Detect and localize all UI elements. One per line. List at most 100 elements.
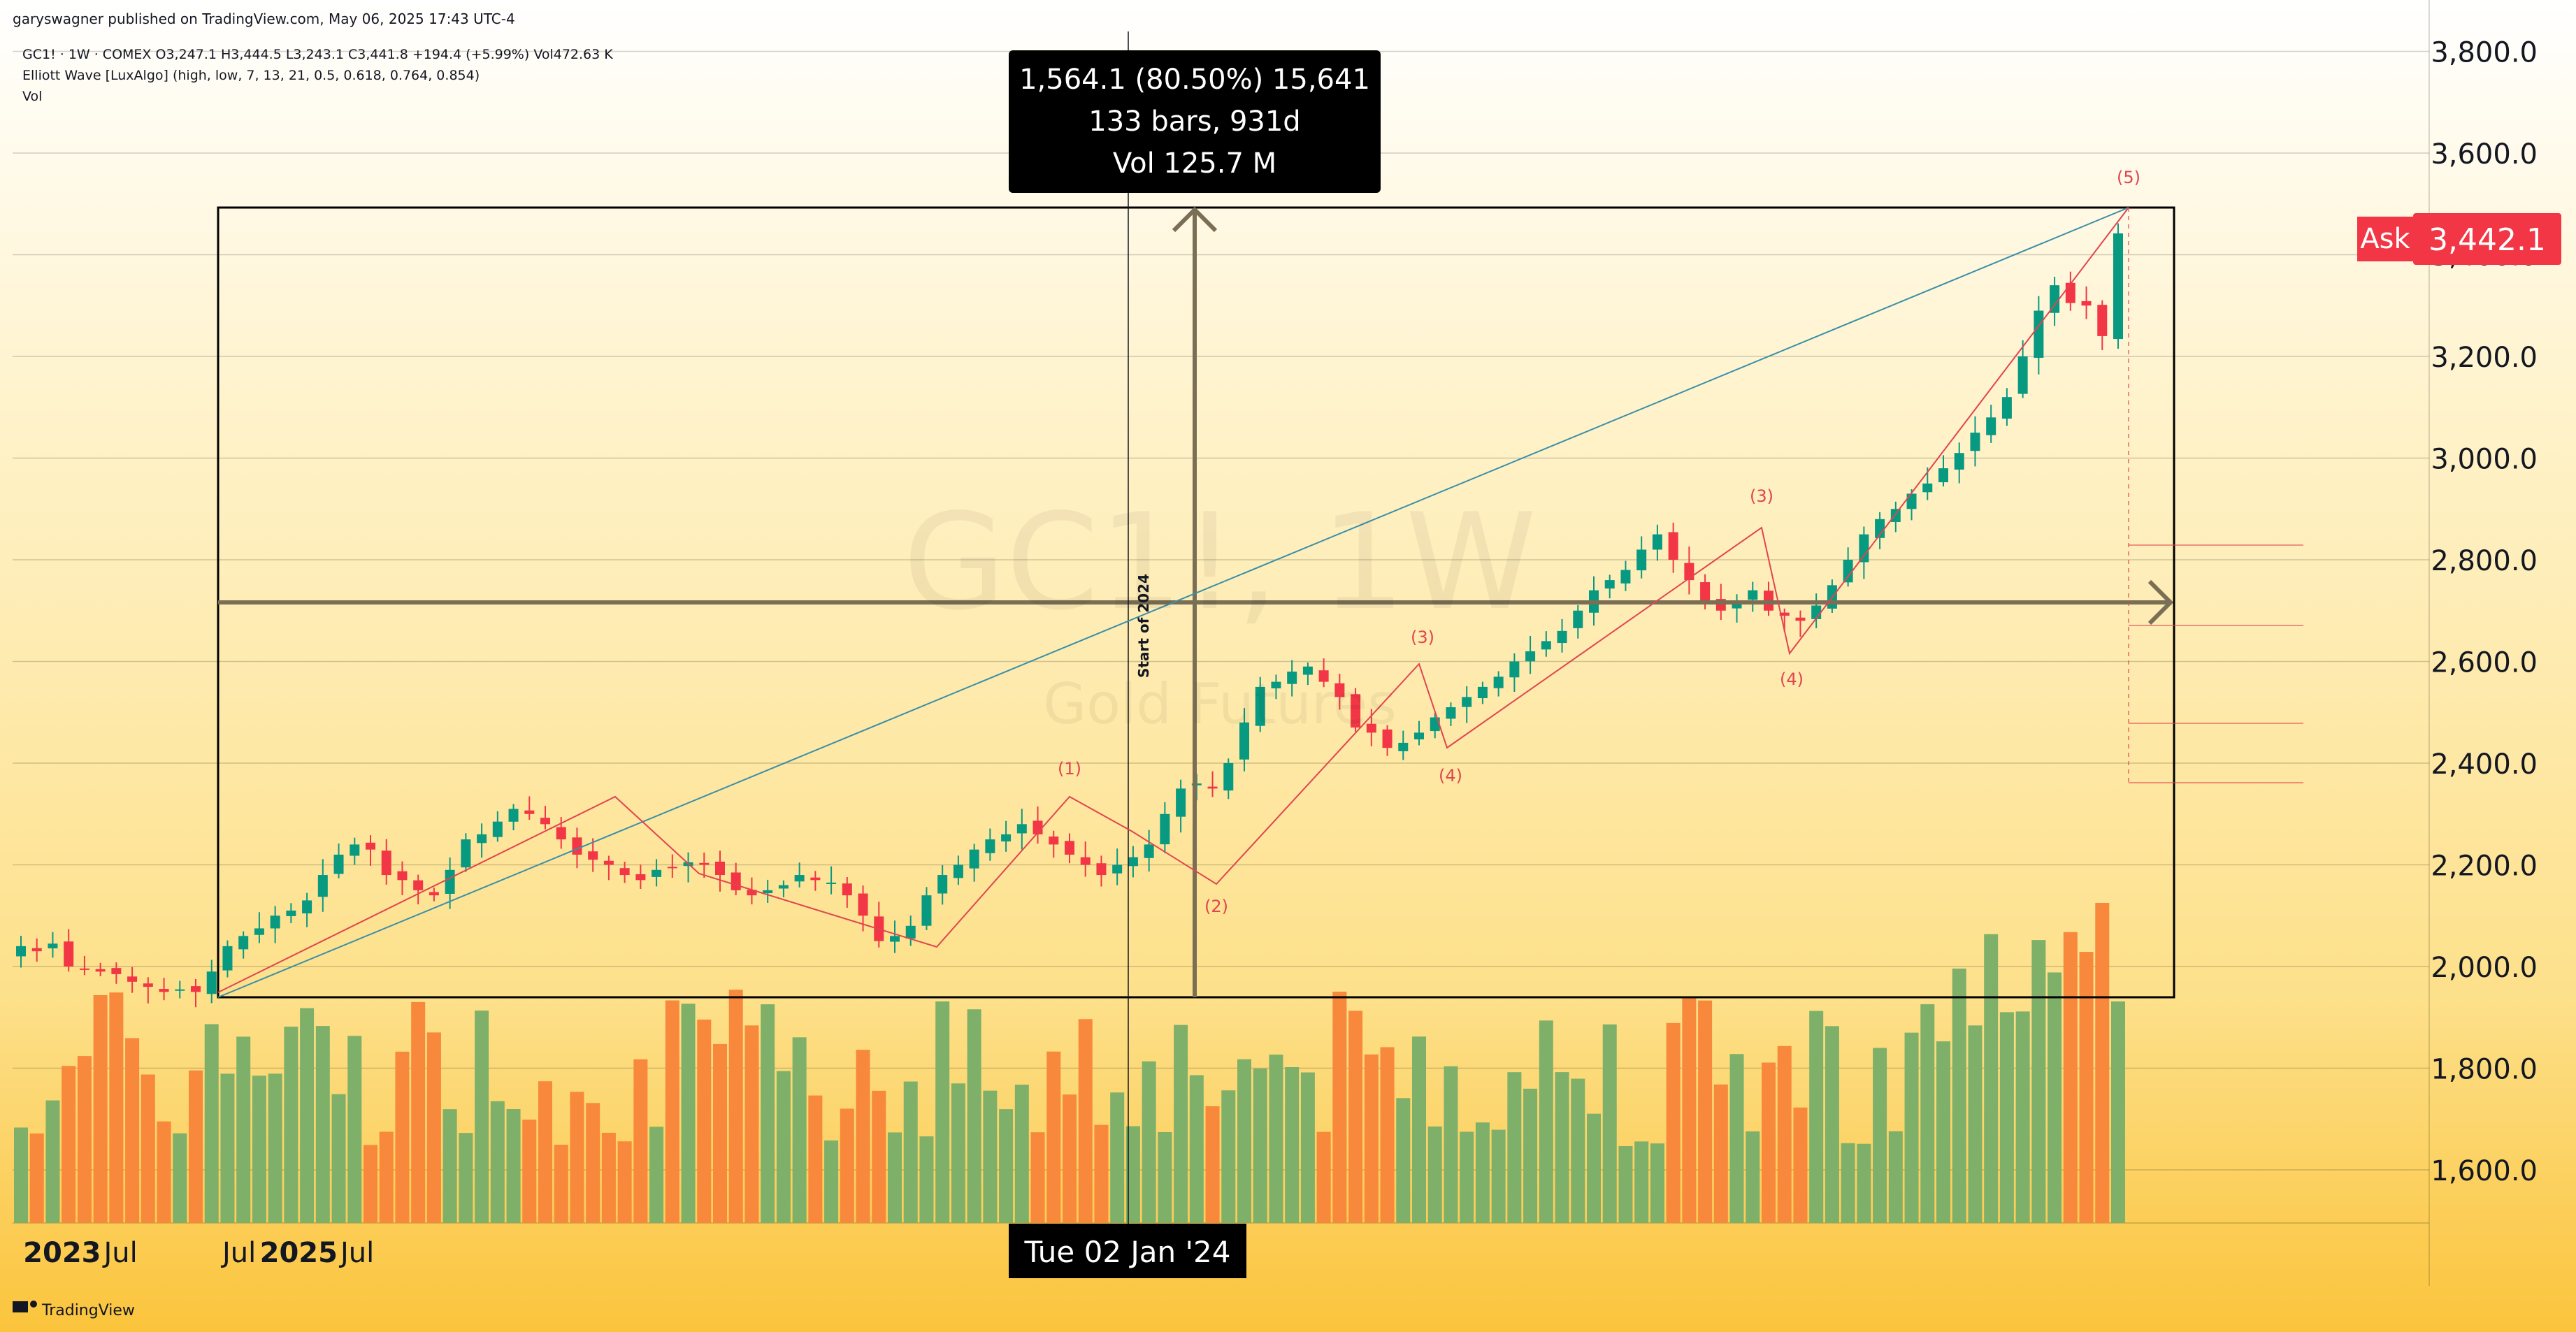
volume-bar bbox=[1968, 1025, 1983, 1223]
volume-bar bbox=[459, 1133, 473, 1223]
volume-bar bbox=[1539, 1020, 1553, 1223]
elliott-wave-path bbox=[217, 207, 2129, 993]
volume-bar bbox=[967, 1009, 981, 1223]
candle-body bbox=[111, 968, 122, 974]
candle-body bbox=[2097, 305, 2108, 336]
volume-bar bbox=[1174, 1025, 1188, 1223]
candle-body bbox=[1954, 453, 1964, 470]
volume-bar bbox=[665, 1000, 679, 1223]
candle-body bbox=[2017, 356, 2028, 394]
volume-bar bbox=[1285, 1066, 1300, 1223]
volume-bar bbox=[697, 1019, 712, 1223]
volume-bar bbox=[1046, 1051, 1061, 1223]
candle-body bbox=[350, 844, 360, 856]
wave-label: (4) bbox=[1439, 766, 1462, 786]
price-tick-label: 2,600.0 bbox=[2431, 647, 2538, 679]
volume-bar bbox=[1571, 1078, 1585, 1223]
price-tick-label: 3,800.0 bbox=[2431, 37, 2538, 69]
volume-bar bbox=[1125, 1126, 1140, 1223]
volume-bar bbox=[713, 1043, 727, 1223]
candle-body bbox=[1986, 417, 1996, 435]
candle-body bbox=[206, 971, 217, 994]
ask-price: 3,442.1 bbox=[2429, 222, 2546, 258]
volume-bar bbox=[490, 1101, 505, 1223]
candle-body bbox=[731, 872, 741, 890]
volume-bar bbox=[1920, 1004, 1935, 1223]
candle-body bbox=[921, 895, 932, 926]
candle-body bbox=[890, 936, 900, 942]
candle-body bbox=[508, 809, 519, 822]
candle-body bbox=[1065, 841, 1074, 855]
candle-body bbox=[1096, 863, 1107, 876]
time-tick-label: Jul bbox=[102, 1237, 138, 1269]
volume-bar bbox=[1300, 1072, 1315, 1223]
volume-bar bbox=[1364, 1054, 1379, 1223]
price-tick-label: 3,600.0 bbox=[2431, 138, 2538, 171]
candle-body bbox=[1477, 686, 1488, 699]
candle-body bbox=[1779, 612, 1790, 616]
volume-bar bbox=[1825, 1026, 1839, 1223]
published-by: garyswagner published on TradingView.com… bbox=[13, 10, 515, 27]
volume-bar bbox=[554, 1145, 568, 1223]
candle-body bbox=[953, 864, 963, 878]
price-axis[interactable]: 1,600.0 1,800.0 2,000.0 2,200.0 2,400.0 2,600… bbox=[2431, 37, 2538, 1188]
candle-body bbox=[1446, 707, 1456, 719]
volume-bar bbox=[617, 1141, 632, 1223]
candle-body bbox=[1906, 493, 1917, 509]
volume-bar bbox=[506, 1109, 521, 1223]
volume-bar bbox=[1507, 1072, 1522, 1223]
volume-bar bbox=[1142, 1061, 1156, 1223]
price-tick-label: 2,800.0 bbox=[2431, 545, 2538, 577]
wave-label: (4) bbox=[1780, 669, 1804, 689]
candle-body bbox=[1001, 834, 1012, 842]
volume-bar bbox=[45, 1100, 60, 1223]
candle-body bbox=[794, 875, 805, 882]
candle-body bbox=[1620, 570, 1631, 584]
volume-bar bbox=[1396, 1098, 1411, 1223]
candle-body bbox=[524, 810, 535, 814]
volume-bar bbox=[426, 1032, 441, 1223]
volume-bar bbox=[173, 1133, 187, 1223]
candle-body bbox=[397, 871, 408, 881]
ask-label: Ask bbox=[2360, 223, 2410, 255]
candle-body bbox=[1970, 433, 1980, 451]
volume-bar bbox=[1110, 1092, 1125, 1223]
candle-body bbox=[1748, 590, 1758, 600]
candle-body bbox=[1144, 844, 1154, 858]
candle-body bbox=[191, 986, 201, 992]
volume-bars bbox=[14, 903, 2125, 1223]
candle-body bbox=[286, 910, 296, 916]
candle-body bbox=[1032, 820, 1043, 834]
symbol-ohlc-line: GC1! · 1W · COMEX O3,247.1 H3,444.5 L3,2… bbox=[22, 47, 613, 62]
volume-bar bbox=[1427, 1126, 1442, 1223]
price-tick-label: 3,000.0 bbox=[2431, 444, 2538, 476]
volume-bar bbox=[442, 1109, 457, 1223]
candle-body bbox=[905, 925, 916, 939]
candle-body bbox=[1843, 560, 1853, 583]
candle-body bbox=[2050, 285, 2060, 313]
candle-body bbox=[1652, 534, 1662, 550]
volume-bar bbox=[109, 992, 124, 1223]
candle-body bbox=[667, 867, 677, 869]
volume-bar bbox=[522, 1120, 537, 1223]
volume-bar bbox=[1713, 1084, 1728, 1223]
time-tick-label: Jul bbox=[338, 1237, 374, 1269]
price-tick-label: 2,200.0 bbox=[2431, 850, 2538, 883]
candle-body bbox=[635, 874, 646, 881]
candle-body bbox=[1541, 641, 1551, 650]
candle-body bbox=[588, 851, 598, 860]
candle-body bbox=[1859, 534, 1869, 563]
wave-label: (1) bbox=[1058, 759, 1081, 779]
volume-bar bbox=[1348, 1011, 1363, 1223]
volume-bar bbox=[1618, 1145, 1633, 1223]
candle-body bbox=[1207, 786, 1218, 789]
volume-bar bbox=[1682, 996, 1697, 1223]
measure-line-1: 1,564.1 (80.50%) 15,641 bbox=[1019, 64, 1370, 96]
price-tick-label: 3,200.0 bbox=[2431, 342, 2538, 374]
candle-body bbox=[445, 869, 455, 894]
volume-bar bbox=[1237, 1059, 1251, 1223]
time-axis[interactable]: 2023 Jul Jul 2025 Jul bbox=[23, 1237, 374, 1269]
candle-body bbox=[2081, 301, 2092, 306]
candle-body bbox=[1255, 686, 1265, 726]
